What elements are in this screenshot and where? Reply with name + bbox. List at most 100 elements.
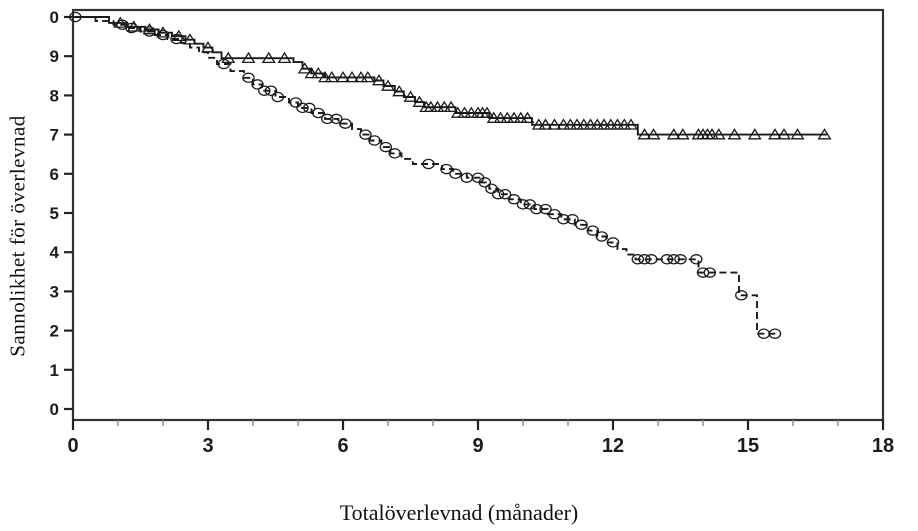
censor-triangle-marker (666, 128, 681, 140)
censor-triangle-marker (354, 70, 368, 83)
censor-triangle-marker (590, 118, 605, 130)
censor-triangle-marker (142, 23, 157, 35)
censor-circle-marker (485, 183, 498, 194)
censor-triangle-marker (597, 118, 611, 130)
censor-circle-marker (422, 158, 435, 170)
y-axis-tick-label: 0 (50, 8, 59, 27)
censor-circle-marker (359, 129, 372, 140)
censor-triangle-marker (768, 128, 782, 140)
censor-circle-marker (258, 85, 271, 96)
censor-triangle-marker (603, 118, 618, 130)
censor-triangle-marker (777, 128, 791, 140)
censor-triangle-marker (711, 128, 726, 140)
censor-triangle-marker (381, 79, 395, 91)
censor-circle-marker (330, 113, 343, 125)
censor-circle-marker (660, 254, 674, 265)
censor-circle-marker (674, 254, 687, 265)
survival-curve-dashed-circles (73, 16, 780, 335)
censor-triangle-marker (304, 66, 319, 79)
x-axis-tick-label: 9 (472, 435, 483, 457)
censor-circle-marker (449, 168, 462, 180)
y-axis-tick-label: 8 (50, 86, 59, 105)
censor-triangle-marker (403, 90, 418, 102)
x-axis-title: Totalöverlevnad (månader) (339, 500, 579, 525)
censor-triangle-marker (430, 100, 445, 113)
x-axis-tick-label: 6 (337, 435, 348, 457)
survival-curve-solid-triangles (73, 16, 827, 136)
censor-triangle-marker (705, 128, 719, 140)
censor-triangle-marker (297, 62, 312, 74)
censor-circle-marker (271, 91, 285, 103)
censor-triangle-marker (747, 128, 762, 140)
censor-circle-marker (251, 79, 264, 90)
censor-circle-marker (557, 214, 570, 225)
censor-triangle-marker (437, 100, 452, 113)
censor-circle-marker (69, 11, 82, 23)
censor-triangle-marker (637, 128, 652, 140)
censor-triangle-marker (507, 111, 521, 123)
censor-triangle-marker (412, 95, 427, 107)
censor-circle-marker (631, 254, 645, 265)
y-axis-tick-label: 4 (50, 243, 60, 262)
censor-triangle-marker (563, 118, 578, 130)
censor-triangle-marker (520, 111, 535, 123)
censor-circle-marker (498, 188, 512, 200)
censor-triangle-marker (450, 106, 465, 118)
censor-circle-marker (575, 219, 588, 231)
censor-triangle-marker (345, 70, 359, 83)
y-axis-tick-label: 2 (50, 322, 59, 341)
censor-triangle-marker (480, 106, 494, 118)
censor-triangle-marker (675, 128, 690, 140)
y-axis-tick-label: 7 (50, 126, 59, 145)
censor-triangle-marker (241, 51, 256, 64)
censor-circle-marker (478, 177, 492, 188)
censor-triangle-marker (646, 128, 661, 140)
censor-circle-marker (530, 203, 543, 215)
y-axis-tick-label: 6 (50, 165, 59, 184)
censor-circle-marker (507, 194, 521, 205)
censor-circle-marker (595, 231, 609, 242)
y-axis-tick-label: 9 (50, 47, 59, 66)
censor-circle-marker (368, 135, 381, 146)
censor-triangle-marker (624, 118, 638, 130)
censor-circle-marker (638, 254, 651, 265)
censor-triangle-marker (444, 100, 458, 113)
censor-triangle-marker (464, 106, 479, 118)
x-axis-tick-label: 12 (602, 435, 624, 457)
censor-circle-marker (491, 188, 505, 200)
censor-triangle-marker (457, 106, 472, 118)
censor-circle-marker (539, 203, 552, 215)
censor-triangle-marker (547, 118, 562, 130)
censor-circle-marker (703, 267, 717, 278)
y-axis-tick-label: 3 (50, 282, 59, 301)
censor-triangle-marker (372, 74, 386, 86)
y-axis-title: Sannolikhet för överlevnad (5, 115, 30, 357)
censor-triangle-marker (790, 128, 805, 140)
censor-triangle-marker (277, 51, 292, 64)
censor-circle-marker (217, 58, 231, 70)
censor-triangle-marker (318, 70, 332, 83)
censor-circle-marker (696, 267, 710, 278)
censor-circle-marker (321, 113, 334, 125)
censor-triangle-marker (610, 118, 625, 130)
censor-circle-marker (586, 225, 600, 236)
censor-triangle-marker (324, 70, 339, 83)
censor-circle-marker (768, 328, 782, 339)
y-axis-tick-label: 1 (50, 361, 59, 380)
censor-triangle-marker (392, 85, 407, 97)
censor-triangle-marker (156, 26, 170, 38)
censor-triangle-marker (531, 118, 546, 130)
censor-triangle-marker (261, 51, 276, 64)
censor-circle-marker (303, 102, 316, 114)
censor-circle-marker (312, 107, 325, 119)
plot-frame (71, 8, 885, 422)
censor-circle-marker (388, 148, 402, 159)
censor-triangle-marker (171, 29, 186, 42)
censor-circle-marker (606, 237, 620, 248)
censor-circle-marker (156, 29, 170, 41)
censor-circle-marker (440, 163, 453, 175)
censor-triangle-marker (727, 128, 742, 140)
censor-circle-marker (516, 199, 530, 210)
